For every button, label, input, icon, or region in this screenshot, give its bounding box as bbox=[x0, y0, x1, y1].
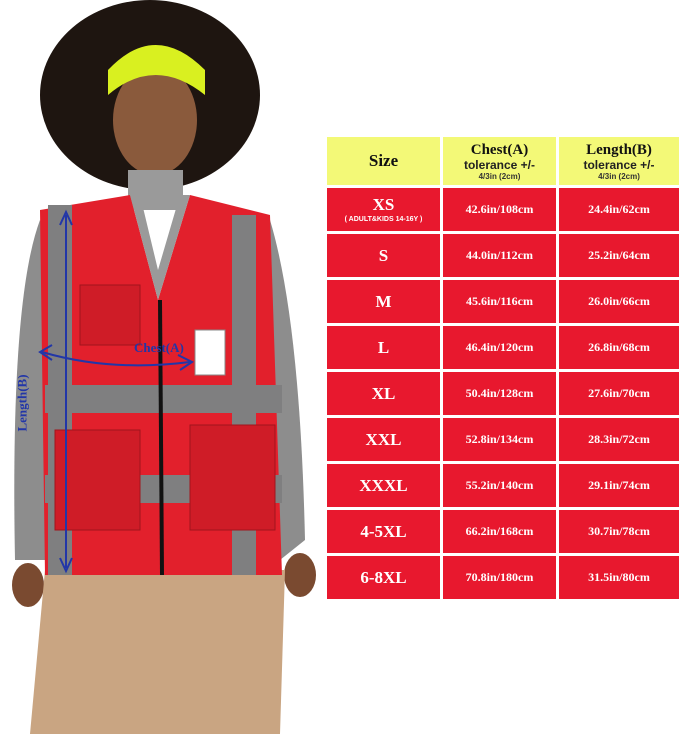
chest-cell: 66.2in/168cm bbox=[443, 510, 556, 553]
chest-cell: 42.6in/108cm bbox=[443, 188, 556, 231]
table-row: L 46.4in/120cm 26.8in/68cm bbox=[327, 326, 679, 369]
table-row: XL 50.4in/128cm 27.6in/70cm bbox=[327, 372, 679, 415]
model-wearing-vest-photo bbox=[12, 0, 316, 734]
size-cell: XS ( ADULT&KIDS 14-16Y ) bbox=[327, 188, 440, 231]
table-row: XS ( ADULT&KIDS 14-16Y ) 42.6in/108cm 24.… bbox=[327, 188, 679, 231]
size-cell: 4-5XL bbox=[327, 510, 440, 553]
size-cell: XXL bbox=[327, 418, 440, 461]
table-row: S 44.0in/112cm 25.2in/64cm bbox=[327, 234, 679, 277]
length-cell: 29.1in/74cm bbox=[559, 464, 679, 507]
size-note: ( ADULT&KIDS 14-16Y ) bbox=[344, 216, 423, 223]
length-cell: 24.4in/62cm bbox=[559, 188, 679, 231]
length-cell: 26.0in/66cm bbox=[559, 280, 679, 323]
size-cell: 6-8XL bbox=[327, 556, 440, 599]
table-row: XXL 52.8in/134cm 28.3in/72cm bbox=[327, 418, 679, 461]
header-length-tolerance-detail: 4/3in (2cm) bbox=[598, 171, 640, 181]
chest-label: Chest(A) bbox=[134, 340, 184, 355]
size-cell: L bbox=[327, 326, 440, 369]
size-cell: S bbox=[327, 234, 440, 277]
length-cell: 30.7in/78cm bbox=[559, 510, 679, 553]
chest-cell: 45.6in/116cm bbox=[443, 280, 556, 323]
header-length: Length(B) tolerance +/- 4/3in (2cm) bbox=[559, 137, 679, 185]
pants bbox=[30, 570, 285, 734]
length-cell: 26.8in/68cm bbox=[559, 326, 679, 369]
chest-cell: 55.2in/140cm bbox=[443, 464, 556, 507]
length-cell: 27.6in/70cm bbox=[559, 372, 679, 415]
table-row: M 45.6in/116cm 26.0in/66cm bbox=[327, 280, 679, 323]
chest-cell: 52.8in/134cm bbox=[443, 418, 556, 461]
size-label: XS bbox=[372, 195, 395, 214]
size-cell: XL bbox=[327, 372, 440, 415]
header-chest: Chest(A) tolerance +/- 4/3in (2cm) bbox=[443, 137, 556, 185]
chest-cell: 70.8in/180cm bbox=[443, 556, 556, 599]
size-cell: XXXL bbox=[327, 464, 440, 507]
length-label: Length(B) bbox=[14, 374, 30, 432]
table-row: XXXL 55.2in/140cm 29.1in/74cm bbox=[327, 464, 679, 507]
chest-cell: 46.4in/120cm bbox=[443, 326, 556, 369]
table-row: 6-8XL 70.8in/180cm 31.5in/80cm bbox=[327, 556, 679, 599]
size-chart-table: Size Chest(A) tolerance +/- 4/3in (2cm) … bbox=[324, 134, 679, 602]
header-chest-title: Chest(A) bbox=[470, 141, 529, 158]
chest-arrow bbox=[41, 351, 191, 367]
chest-cell: 44.0in/112cm bbox=[443, 234, 556, 277]
header-length-tolerance: tolerance +/- bbox=[583, 157, 655, 172]
table-row: 4-5XL 66.2in/168cm 30.7in/78cm bbox=[327, 510, 679, 553]
face bbox=[113, 65, 197, 175]
header-length-title: Length(B) bbox=[586, 141, 652, 158]
length-cell: 31.5in/80cm bbox=[559, 556, 679, 599]
chest-cell: 50.4in/128cm bbox=[443, 372, 556, 415]
header-size: Size bbox=[327, 137, 440, 185]
header-chest-tolerance: tolerance +/- bbox=[463, 157, 536, 172]
size-cell: M bbox=[327, 280, 440, 323]
table-header-row: Size Chest(A) tolerance +/- 4/3in (2cm) … bbox=[327, 137, 679, 185]
header-chest-tolerance-detail: 4/3in (2cm) bbox=[478, 171, 521, 181]
length-cell: 28.3in/72cm bbox=[559, 418, 679, 461]
length-cell: 25.2in/64cm bbox=[559, 234, 679, 277]
headband bbox=[108, 45, 205, 95]
